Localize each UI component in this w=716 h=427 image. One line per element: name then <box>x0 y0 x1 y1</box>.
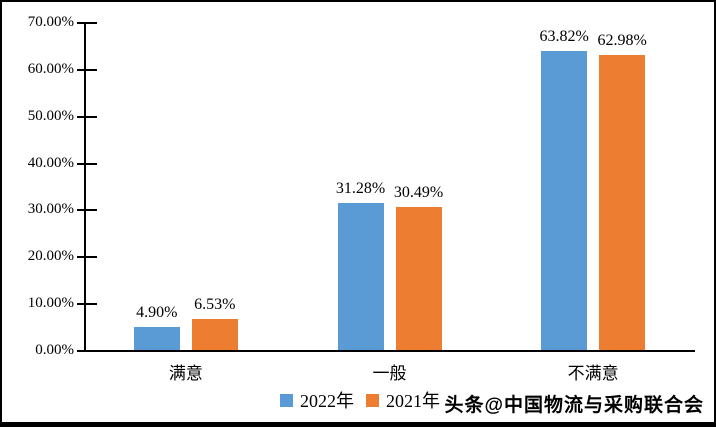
y-axis-tick <box>77 68 97 71</box>
y-axis-tick-label: 60.00% <box>27 60 74 77</box>
y-axis-tick-label: 10.00% <box>27 295 74 312</box>
y-axis-line <box>84 22 86 352</box>
legend-item-2022: 2022年 <box>280 387 354 413</box>
bar-2021年-满意 <box>191 319 238 350</box>
data-label-2022年-满意: 4.90% <box>136 304 178 322</box>
watermark-text: 头条@中国物流与采购联合会 <box>444 395 704 416</box>
y-axis-tick-label: 30.00% <box>27 201 74 218</box>
data-label-2021年-不满意: 62.98% <box>597 31 647 49</box>
data-label-2022年-一般: 31.28% <box>335 180 386 198</box>
bar-2021年-一般 <box>395 207 442 350</box>
bar-2021年-不满意 <box>599 54 646 350</box>
y-axis-tick <box>77 162 97 165</box>
legend-swatch-2022 <box>280 393 293 407</box>
y-axis-tick <box>77 350 97 352</box>
data-label-2021年-一般: 30.49% <box>393 184 444 202</box>
y-axis-tick <box>77 256 97 259</box>
legend-swatch-2021 <box>366 393 379 407</box>
bar-2022年-满意 <box>133 327 180 350</box>
data-label-2022年-不满意: 63.82% <box>539 27 589 45</box>
x-category-label-不满意: 不满意 <box>567 364 619 383</box>
legend: 2022年 2021年 <box>280 387 440 413</box>
bar-2022年-不满意 <box>541 50 588 350</box>
x-axis-line <box>84 350 695 352</box>
data-label-2021年-满意: 6.53% <box>194 296 236 314</box>
legend-label-2022: 2022年 <box>300 391 354 411</box>
y-axis-tick-label: 40.00% <box>27 154 74 171</box>
y-axis-tick <box>77 303 97 306</box>
y-axis-tick-label: 20.00% <box>27 248 74 265</box>
y-axis-tick <box>77 22 97 24</box>
y-axis-tick <box>77 209 97 212</box>
x-category-label-满意: 满意 <box>168 364 203 383</box>
y-axis-tick-label: 70.00% <box>27 14 74 30</box>
legend-item-2021: 2021年 <box>366 387 440 413</box>
y-axis-tick-label: 0.00% <box>35 342 74 358</box>
x-category-label-一般: 一般 <box>372 364 407 383</box>
legend-label-2021: 2021年 <box>386 391 440 411</box>
y-axis-tick <box>77 115 97 118</box>
y-axis-tick-label: 50.00% <box>27 107 74 124</box>
bar-2022年-一般 <box>337 203 384 350</box>
